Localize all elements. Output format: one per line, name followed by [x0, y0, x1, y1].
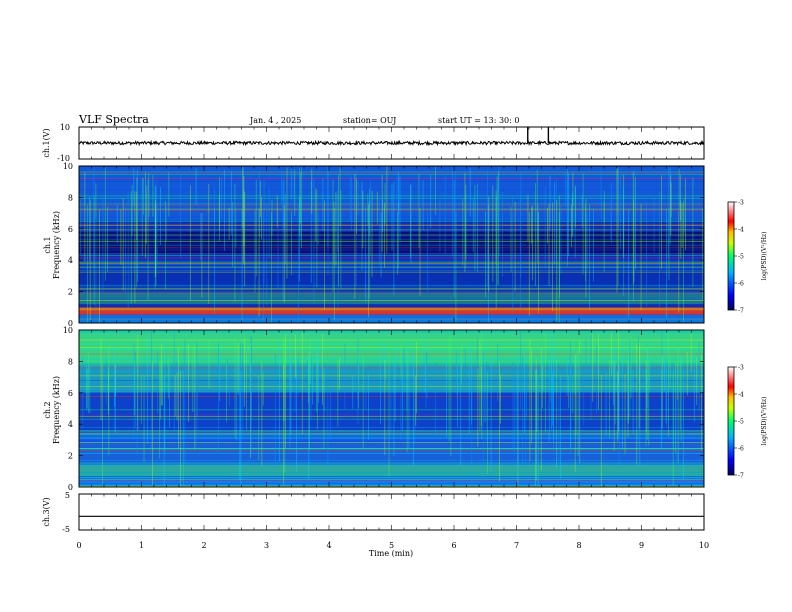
x-tick-label: 2	[201, 541, 206, 550]
ch3-waveform-ticks	[78, 494, 705, 530]
y-tick-label: 0	[68, 483, 73, 492]
y-tick-label: 4	[68, 256, 73, 265]
y-tick-label: 8	[68, 193, 73, 202]
x-tick-label: 6	[451, 541, 456, 550]
ch2-spectrogram-ylabel: Frequency (kHz)	[52, 376, 61, 444]
y-tick-label: 2	[68, 288, 73, 297]
y-tick-label: 10	[63, 326, 73, 335]
ch2-spectrogram-image	[79, 330, 705, 488]
colorbar-tick-label: -7	[738, 308, 744, 315]
ch1-waveform-ylabel: ch.1(V)	[42, 128, 51, 157]
ch1-spectrogram-yticklabels: 0 2 4 6 8 10	[63, 162, 704, 328]
ch1-spectrogram-image	[79, 166, 704, 323]
ch2-spectrogram-ticks	[78, 330, 705, 487]
ch3-waveform-panel: 5 -5 ch.3(V)	[42, 491, 705, 534]
ch1-ytick-top: 10	[60, 123, 70, 132]
colorbar-tick-label: -6	[738, 281, 744, 288]
ch2-colorbar: -3 -4 -5 -6 -7 log(PSD)(V²/Hz)	[727, 365, 768, 480]
ch1-ytick-bottom: -10	[57, 154, 70, 163]
colorbar-tick-label: -6	[738, 446, 744, 453]
x-tick-label: 9	[639, 541, 644, 550]
ch2-spectrogram-ylabel-channel: ch.2	[43, 401, 52, 418]
y-tick-label: 8	[68, 357, 73, 366]
ch1-spectrogram-panel: 0 2 4 6 8 10 ch.1 Frequency (kHz)	[43, 162, 705, 328]
colorbar-tick-label: -4	[738, 227, 744, 234]
x-tick-label: 0	[76, 541, 81, 550]
ch1-spectrogram-ticks	[78, 166, 705, 323]
ch2-spectrogram-panel: 0 2 4 6 8 10 ch.2 Frequency (kHz)	[43, 326, 705, 492]
colorbar-tick-label: -3	[738, 365, 744, 372]
start-time-label: start UT = 13: 30: 0	[438, 116, 519, 125]
x-axis-tick-labels: 0 1 2 3 4 5 6 7 8 9 10	[76, 541, 709, 550]
x-tick-label: 10	[699, 541, 709, 550]
ch1-colorbar: -3 -4 -5 -6 -7 log(PSD)(V²/Hz)	[727, 200, 768, 315]
ch3-ytick-top: 5	[65, 491, 70, 500]
colorbar-tick-label: -5	[738, 419, 744, 426]
y-tick-label: 10	[63, 162, 73, 171]
ch1-spectrogram-ylabel: Frequency (kHz)	[52, 211, 61, 279]
ch1-colorbar-label: log(PSD)(V²/Hz)	[761, 232, 768, 281]
date-label: Jan. 4 , 2025	[249, 116, 301, 125]
ch1-waveform-ticks	[78, 127, 705, 159]
ch1-waveform-panel: 10 -10 ch.1(V)	[42, 123, 705, 163]
y-tick-label: 4	[68, 420, 73, 429]
x-tick-label: 8	[576, 541, 581, 550]
ch2-colorbar-label: log(PSD)(V²/Hz)	[761, 397, 768, 446]
ch1-spectrogram-ylabel-channel: ch.1	[43, 236, 52, 253]
x-tick-label: 5	[389, 541, 394, 550]
colorbar-tick-label: -4	[738, 392, 744, 399]
figure-title: VLF Spectra	[78, 113, 149, 126]
x-tick-label: 4	[326, 541, 331, 550]
ch1-waveform-trace	[78, 139, 704, 147]
y-tick-label: 2	[68, 452, 73, 461]
x-tick-label: 1	[139, 541, 144, 550]
ch3-ytick-bottom: -5	[62, 525, 70, 534]
colorbar-tick-label: -7	[738, 473, 744, 480]
y-tick-label: 6	[68, 389, 73, 398]
colorbar-tick-label: -3	[738, 200, 744, 207]
ch3-waveform-ylabel: ch.3(V)	[42, 497, 51, 526]
station-label: station= OUJ	[343, 116, 396, 125]
y-tick-label: 0	[68, 319, 73, 328]
y-tick-label: 6	[68, 225, 73, 234]
x-axis-label: Time (min)	[369, 549, 413, 558]
ch2-spectrogram-yticklabels: 0 2 4 6 8 10	[63, 326, 704, 492]
x-tick-label: 3	[264, 541, 269, 550]
x-tick-label: 7	[514, 541, 519, 550]
colorbar-tick-label: -5	[738, 254, 744, 261]
